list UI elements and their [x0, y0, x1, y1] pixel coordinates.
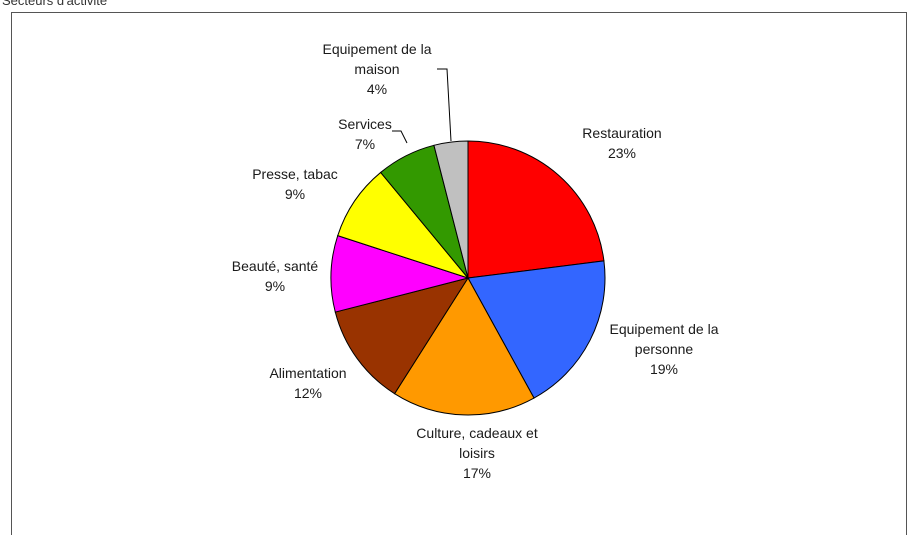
slice-4-percent-label: 12%	[294, 385, 322, 401]
slice-7-name-label: Services	[338, 116, 392, 132]
slice-5-percent-label: 9%	[265, 278, 285, 294]
slice-2-percent-label: 19%	[650, 361, 678, 377]
slice-7-percent-label: 7%	[355, 136, 375, 152]
slice-3-percent-label: 17%	[463, 465, 491, 481]
slice-8-name-label: maison	[354, 61, 399, 77]
pie-slice-1	[467, 140, 605, 279]
slice-3-name-label: loisirs	[459, 445, 495, 461]
pie-chart: Restauration 23% Equipement de la personne 1…	[232, 41, 719, 481]
slice-8-name-label: Equipement de la	[323, 41, 432, 57]
slice-2-name-label: personne	[635, 341, 694, 357]
slice-1-percent-label: 23%	[608, 145, 636, 161]
slice-3-name-label: Culture, cadeaux et	[416, 425, 538, 441]
slice-6-name-label: Presse, tabac	[252, 166, 338, 182]
chart-frame: Restauration 23% Equipement de la personne 1…	[11, 12, 907, 535]
slice-6-percent-label: 9%	[285, 186, 305, 202]
slice-8-percent-label: 4%	[367, 81, 387, 97]
slice-2-name-label: Equipement de la	[610, 321, 719, 337]
slice-5-name-label: Beauté, santé	[232, 258, 319, 274]
pie-slice-2	[467, 260, 606, 399]
leader-line-equipement-maison	[437, 68, 452, 142]
slice-1-name-label: Restauration	[582, 125, 661, 141]
pie-slice-8	[433, 140, 469, 279]
leader-line-services	[392, 130, 408, 144]
pie-slice-4	[334, 277, 470, 395]
pie-slice-3	[393, 277, 535, 416]
slice-4-name-label: Alimentation	[269, 365, 346, 381]
figure-caption: Secteurs d'activité	[2, 0, 108, 8]
